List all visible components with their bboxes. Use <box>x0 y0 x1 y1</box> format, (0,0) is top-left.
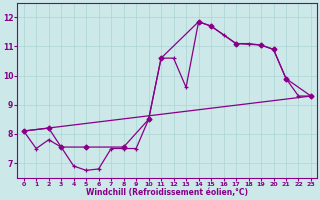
X-axis label: Windchill (Refroidissement éolien,°C): Windchill (Refroidissement éolien,°C) <box>86 188 248 197</box>
